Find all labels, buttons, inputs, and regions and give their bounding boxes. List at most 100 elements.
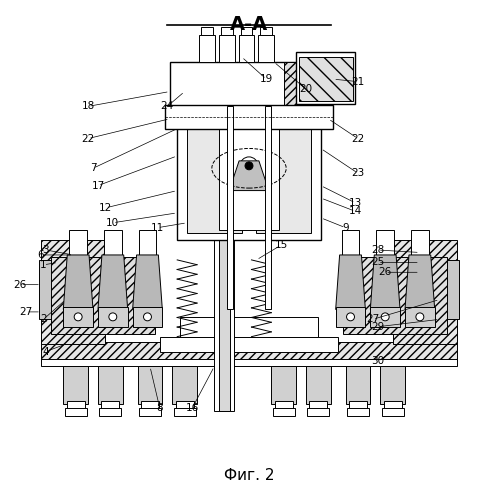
Bar — [180, 317, 318, 336]
Text: 29: 29 — [371, 322, 384, 332]
Bar — [219, 121, 279, 230]
Bar — [170, 62, 328, 106]
Bar — [98, 366, 123, 404]
Bar — [160, 336, 338, 351]
Circle shape — [416, 313, 424, 321]
Bar — [104, 230, 122, 255]
Text: 2: 2 — [40, 314, 47, 324]
Bar — [199, 34, 215, 62]
Text: 25: 25 — [371, 258, 384, 268]
Bar — [67, 401, 85, 411]
Text: 27: 27 — [366, 314, 379, 324]
Polygon shape — [336, 255, 366, 310]
Bar — [221, 27, 233, 34]
Bar — [405, 307, 435, 327]
Bar — [69, 230, 87, 255]
Bar — [307, 408, 329, 416]
Bar — [239, 34, 254, 62]
Bar — [176, 401, 194, 411]
Bar — [219, 89, 230, 411]
Text: 11: 11 — [151, 222, 164, 232]
Bar — [392, 240, 457, 344]
Bar — [63, 366, 88, 404]
Bar — [102, 401, 119, 411]
Bar — [41, 240, 106, 344]
Bar — [63, 307, 93, 327]
Text: 3: 3 — [43, 245, 49, 255]
Text: 22: 22 — [82, 134, 95, 143]
Bar — [219, 34, 235, 62]
Bar — [284, 62, 328, 106]
Bar — [265, 106, 271, 310]
Text: 12: 12 — [99, 203, 112, 213]
Bar — [275, 401, 293, 411]
Text: 28: 28 — [371, 245, 384, 255]
Bar — [271, 366, 296, 404]
Bar — [41, 342, 457, 361]
Circle shape — [381, 313, 389, 321]
Text: 18: 18 — [82, 102, 95, 112]
Text: А-А: А-А — [230, 15, 268, 34]
Bar — [343, 258, 447, 334]
Bar — [174, 408, 196, 416]
Text: 24: 24 — [161, 102, 174, 112]
Bar — [371, 307, 400, 327]
Text: 22: 22 — [351, 134, 365, 143]
Circle shape — [143, 313, 151, 321]
Polygon shape — [63, 255, 93, 310]
Bar — [138, 230, 156, 255]
Text: 15: 15 — [274, 240, 288, 250]
Bar — [347, 408, 369, 416]
Polygon shape — [371, 255, 400, 310]
Text: 30: 30 — [371, 356, 384, 366]
Bar — [273, 408, 294, 416]
Bar — [376, 230, 394, 255]
Text: 26: 26 — [378, 268, 392, 278]
Bar — [100, 408, 121, 416]
Text: 19: 19 — [260, 74, 273, 84]
Circle shape — [347, 313, 355, 321]
Text: 14: 14 — [349, 206, 362, 216]
Bar — [172, 366, 197, 404]
Bar — [65, 408, 87, 416]
Polygon shape — [229, 161, 269, 190]
Text: 9: 9 — [342, 222, 349, 232]
Circle shape — [240, 157, 258, 174]
Text: 16: 16 — [185, 404, 199, 413]
Text: 26: 26 — [13, 280, 27, 289]
Bar — [298, 57, 353, 102]
Bar — [411, 230, 429, 255]
Text: 21: 21 — [351, 76, 365, 86]
Bar — [51, 258, 155, 334]
Bar — [201, 27, 213, 34]
Bar — [309, 401, 327, 411]
Bar — [256, 119, 311, 232]
Bar — [380, 366, 405, 404]
Polygon shape — [98, 255, 127, 310]
Text: 8: 8 — [156, 404, 163, 413]
Bar — [440, 260, 460, 320]
Text: 7: 7 — [90, 164, 96, 173]
Bar — [187, 119, 242, 232]
Circle shape — [74, 313, 82, 321]
Bar — [346, 366, 371, 404]
Text: 27: 27 — [19, 307, 33, 317]
Bar — [132, 307, 162, 327]
Bar — [382, 408, 403, 416]
Bar — [336, 307, 366, 327]
Polygon shape — [132, 255, 162, 310]
Text: 4: 4 — [43, 346, 49, 356]
Bar — [38, 260, 58, 320]
Bar — [137, 366, 162, 404]
Text: 23: 23 — [351, 168, 365, 178]
Circle shape — [245, 162, 253, 170]
Bar — [306, 366, 331, 404]
Bar — [296, 52, 356, 104]
Bar — [241, 27, 252, 34]
Bar — [41, 359, 457, 366]
Bar — [139, 408, 161, 416]
Circle shape — [109, 313, 117, 321]
Text: 10: 10 — [106, 218, 120, 228]
Bar — [383, 401, 401, 411]
Bar — [165, 105, 333, 128]
